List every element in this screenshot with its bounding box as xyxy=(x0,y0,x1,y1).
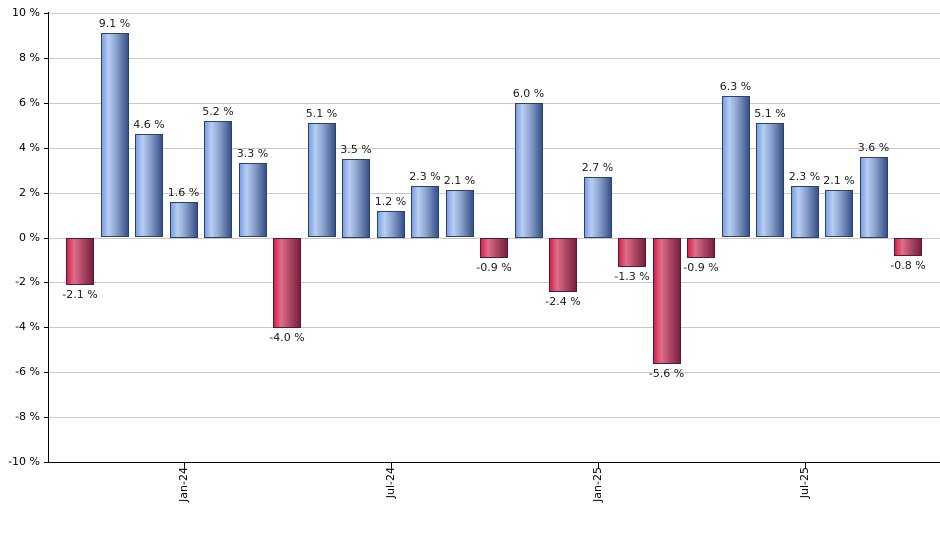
y-axis-tick xyxy=(44,58,48,59)
gridline xyxy=(48,13,940,14)
x-axis-tick xyxy=(805,463,806,468)
gridline xyxy=(48,417,940,418)
bar-positive xyxy=(583,177,612,238)
y-axis-tick-label: -4 % xyxy=(15,320,40,333)
bar-positive xyxy=(135,134,163,237)
x-axis-tick-label-text: Jul-25 xyxy=(797,467,811,499)
bar-positive xyxy=(238,163,267,237)
gridline xyxy=(48,327,940,328)
bar-positive xyxy=(169,202,198,238)
y-axis-tick xyxy=(44,148,48,149)
bar-positive xyxy=(204,121,232,238)
x-axis-tick-label-text: Jul-24 xyxy=(383,467,397,499)
bar-positive xyxy=(100,33,129,237)
bar-positive xyxy=(790,186,819,238)
bar-value-label: 5.1 % xyxy=(305,107,338,120)
bar-value-label: 1.6 % xyxy=(167,186,200,199)
bar-value-label: 6.0 % xyxy=(512,87,545,100)
bar-value-label: 4.6 % xyxy=(133,118,165,131)
y-axis-tick-label: -10 % xyxy=(8,455,40,468)
bar-value-label: 3.5 % xyxy=(340,143,372,156)
bar-value-label: 6.3 % xyxy=(719,80,752,93)
gridline xyxy=(48,148,940,149)
bar-value-label: 9.1 % xyxy=(98,17,131,30)
bar-negative xyxy=(687,238,715,258)
bar-positive xyxy=(342,159,370,238)
bar-value-label: 3.3 % xyxy=(236,147,269,160)
y-axis-tick xyxy=(44,372,48,373)
gridline xyxy=(48,58,940,59)
bar-value-label: 2.7 % xyxy=(581,161,614,174)
x-axis-tick xyxy=(184,463,185,468)
x-axis-tick xyxy=(598,463,599,468)
x-axis-tick xyxy=(391,463,392,468)
gridline xyxy=(48,193,940,194)
y-axis-tick xyxy=(44,417,48,418)
gridline xyxy=(48,372,940,373)
bar-value-label: -1.3 % xyxy=(614,270,650,283)
x-axis-tick-label: Jul-24 xyxy=(384,467,398,515)
y-axis-tick-label: -2 % xyxy=(15,275,40,288)
y-axis-tick-label: 4 % xyxy=(19,141,40,154)
y-axis-tick xyxy=(44,238,48,239)
y-axis-line xyxy=(48,12,49,463)
bar-value-label: 2.3 % xyxy=(409,170,441,183)
bar-negative xyxy=(549,238,577,292)
bar-positive xyxy=(445,190,474,237)
bar-value-label: -0.8 % xyxy=(890,259,926,272)
gridline xyxy=(48,282,940,283)
y-axis-tick-label: 6 % xyxy=(19,96,40,109)
bar-positive xyxy=(859,157,888,238)
bar-value-label: 2.3 % xyxy=(788,170,821,183)
bar-value-label: -0.9 % xyxy=(683,261,719,274)
y-axis-tick xyxy=(44,282,48,283)
y-axis-tick-label: -8 % xyxy=(15,410,40,423)
bar-value-label: 5.2 % xyxy=(202,105,234,118)
x-axis-tick-label: Jan-24 xyxy=(177,467,191,515)
bar-negative xyxy=(480,238,508,258)
gridline xyxy=(48,103,940,104)
bar-value-label: -0.9 % xyxy=(476,261,512,274)
y-axis-tick-label: 0 % xyxy=(19,231,40,244)
bar-value-label: 3.6 % xyxy=(857,141,890,154)
bar-value-label: 2.1 % xyxy=(443,174,476,187)
bar-value-label: -2.4 % xyxy=(545,295,581,308)
y-axis-tick xyxy=(44,13,48,14)
bar-positive xyxy=(825,190,853,237)
bar-value-label: -4.0 % xyxy=(269,331,305,344)
y-axis-tick xyxy=(44,462,48,463)
bar-value-label: 2.1 % xyxy=(823,174,855,187)
bar-positive xyxy=(514,103,543,238)
bar-value-label: -5.6 % xyxy=(648,367,685,380)
y-axis-tick-label: 8 % xyxy=(19,51,40,64)
bar-positive xyxy=(756,123,784,237)
bar-positive xyxy=(411,186,439,238)
y-axis-tick-label: -6 % xyxy=(15,365,40,378)
bar-positive xyxy=(307,123,336,237)
x-axis-tick-label-text: Jan-25 xyxy=(590,467,604,502)
bar-negative xyxy=(66,238,94,285)
bar-value-label: 5.1 % xyxy=(754,107,786,120)
y-axis-tick-label: 10 % xyxy=(12,6,40,19)
x-axis-tick-label: Jul-25 xyxy=(798,467,812,515)
bar-positive xyxy=(721,96,750,237)
x-axis-line xyxy=(48,462,940,463)
y-axis-tick xyxy=(44,193,48,194)
x-axis-tick-label-text: Jan-24 xyxy=(176,467,190,502)
bar-negative xyxy=(618,238,646,267)
y-axis-tick xyxy=(44,103,48,104)
bar-negative xyxy=(273,238,301,328)
y-axis-tick-label: 2 % xyxy=(19,186,40,199)
y-axis-tick xyxy=(44,327,48,328)
bar-positive xyxy=(376,211,405,238)
bar-value-label: 1.2 % xyxy=(374,195,407,208)
bar-negative xyxy=(894,238,922,256)
x-axis-tick-label: Jan-25 xyxy=(591,467,605,515)
bar-value-label: -2.1 % xyxy=(62,288,98,301)
bar-negative xyxy=(652,238,681,364)
